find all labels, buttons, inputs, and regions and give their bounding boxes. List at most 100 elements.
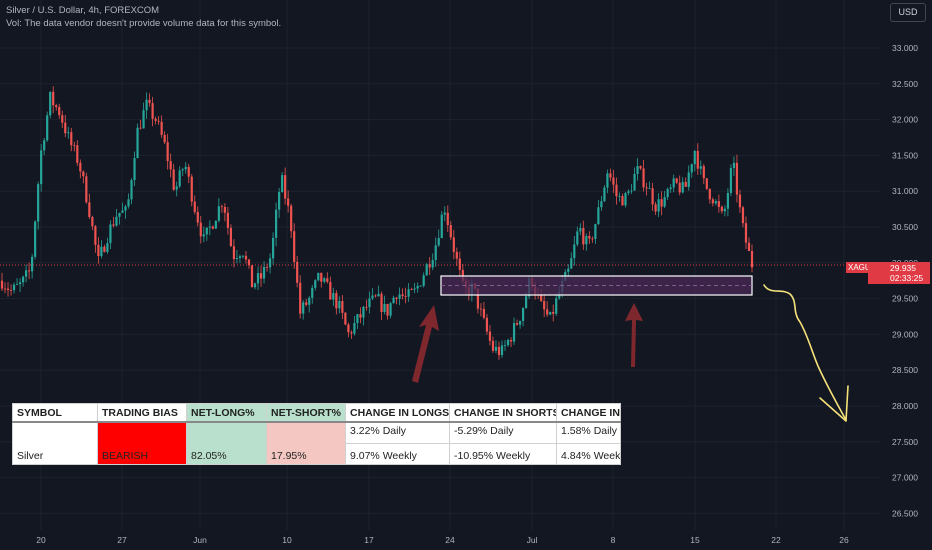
- candle-body: [136, 127, 139, 159]
- candle-body: [31, 256, 34, 272]
- header-change-shorts: CHANGE IN SHORTS: [449, 403, 557, 423]
- candle-body: [145, 99, 148, 111]
- y-tick-label: 28.000: [892, 401, 918, 411]
- candle-body: [244, 255, 248, 260]
- candle-body: [708, 188, 711, 200]
- candle-body: [79, 162, 82, 172]
- candle-body: [133, 158, 136, 181]
- candle-body: [651, 188, 654, 205]
- candle-body: [9, 290, 13, 291]
- candle-body: [211, 226, 214, 229]
- candle-body: [235, 258, 239, 260]
- candle-body: [329, 281, 332, 300]
- candle-body: [290, 205, 293, 232]
- candle-body: [97, 244, 100, 257]
- candle-body: [284, 175, 287, 199]
- candle-body: [15, 284, 19, 285]
- x-tick-label: 22: [771, 535, 781, 545]
- cell-net-long: 82.05%: [186, 421, 267, 465]
- candle-body: [151, 103, 154, 119]
- candle-body: [332, 293, 335, 300]
- cell-oi-weekly: 4.84% Weekly: [556, 443, 621, 465]
- x-tick-label: 10: [282, 535, 292, 545]
- candle-body: [67, 132, 70, 134]
- candle-body: [579, 228, 582, 232]
- y-tick-label: 32.000: [892, 115, 918, 125]
- candle-body: [549, 311, 552, 315]
- y-tick-label: 31.500: [892, 150, 918, 160]
- candle-body: [118, 212, 121, 217]
- candle-body: [675, 178, 678, 183]
- candle-body: [34, 221, 37, 257]
- candle-body: [214, 220, 217, 229]
- candle-body: [178, 170, 181, 187]
- y-tick-label: 27.000: [892, 473, 918, 483]
- candle-body: [250, 265, 254, 288]
- candlestick-series: [0, 86, 754, 360]
- candle-body: [503, 345, 507, 346]
- candle-body: [597, 207, 600, 225]
- candle-body: [699, 166, 702, 169]
- candle-body: [359, 314, 362, 318]
- candle-body: [85, 176, 88, 203]
- candle-body: [202, 234, 205, 237]
- symbol-title[interactable]: Silver / U.S. Dollar, 4h, FOREXCOM: [6, 5, 160, 16]
- candle-body: [175, 186, 178, 190]
- header-net-short: NET-SHORT%: [266, 403, 346, 423]
- candle-body: [416, 285, 419, 289]
- candle-body: [576, 231, 579, 245]
- candle-body: [422, 275, 425, 286]
- candle-body: [431, 260, 434, 268]
- currency-button[interactable]: USD: [890, 3, 926, 22]
- candle-body: [139, 127, 142, 129]
- candle-body: [190, 176, 193, 202]
- candle-body: [732, 162, 736, 169]
- candle-body: [419, 285, 422, 287]
- up-arrow-right[interactable]: [625, 303, 643, 367]
- candle-body: [350, 332, 353, 334]
- y-tick-label: 30.500: [892, 222, 918, 232]
- table-row: 9.07% Weekly -10.95% Weekly 4.84% Weekly: [13, 443, 621, 465]
- candle-body: [657, 199, 660, 212]
- chart-legend: Silver / U.S. Dollar, 4h, FOREXCOM Vol: …: [6, 4, 281, 30]
- candle-body: [299, 282, 302, 314]
- candle-body: [70, 132, 73, 146]
- candle-body: [166, 142, 169, 162]
- candle-body: [205, 227, 208, 235]
- candle-body: [567, 268, 570, 272]
- candle-body: [600, 201, 603, 208]
- header-change-oi: CHANGE IN OI: [556, 403, 621, 423]
- candle-body: [3, 288, 7, 290]
- candle-body: [94, 226, 97, 245]
- candle-body: [506, 339, 510, 346]
- candle-body: [347, 324, 350, 333]
- x-tick-label: 20: [36, 535, 46, 545]
- candle-body: [720, 206, 723, 212]
- candle-body: [371, 295, 374, 299]
- projection-path-drawing[interactable]: [763, 284, 847, 421]
- candle-body: [181, 169, 184, 171]
- candle-body: [278, 192, 281, 210]
- candle-body: [208, 226, 211, 228]
- up-arrow-left[interactable]: [412, 305, 439, 383]
- candle-body: [365, 306, 368, 308]
- candle-body: [654, 204, 657, 212]
- candle-body: [570, 258, 573, 269]
- candle-body: [687, 172, 690, 187]
- cell-shorts-weekly: -10.95% Weekly: [449, 443, 557, 465]
- time-axis[interactable]: 20 27 Jun 10 17 24 Jul 8 15 22 26: [36, 535, 849, 545]
- candle-body: [588, 236, 591, 239]
- candle-body: [64, 122, 67, 134]
- candle-body: [49, 91, 52, 116]
- y-tick-label: 33.000: [892, 43, 918, 53]
- candle-body: [259, 273, 263, 279]
- candle-body: [407, 289, 410, 297]
- candle-body: [648, 188, 651, 190]
- candle-body: [750, 251, 754, 268]
- candle-body: [247, 259, 251, 266]
- candle-body: [344, 312, 347, 325]
- candle-body: [302, 302, 305, 314]
- candle-body: [639, 165, 642, 169]
- candle-body: [443, 212, 446, 215]
